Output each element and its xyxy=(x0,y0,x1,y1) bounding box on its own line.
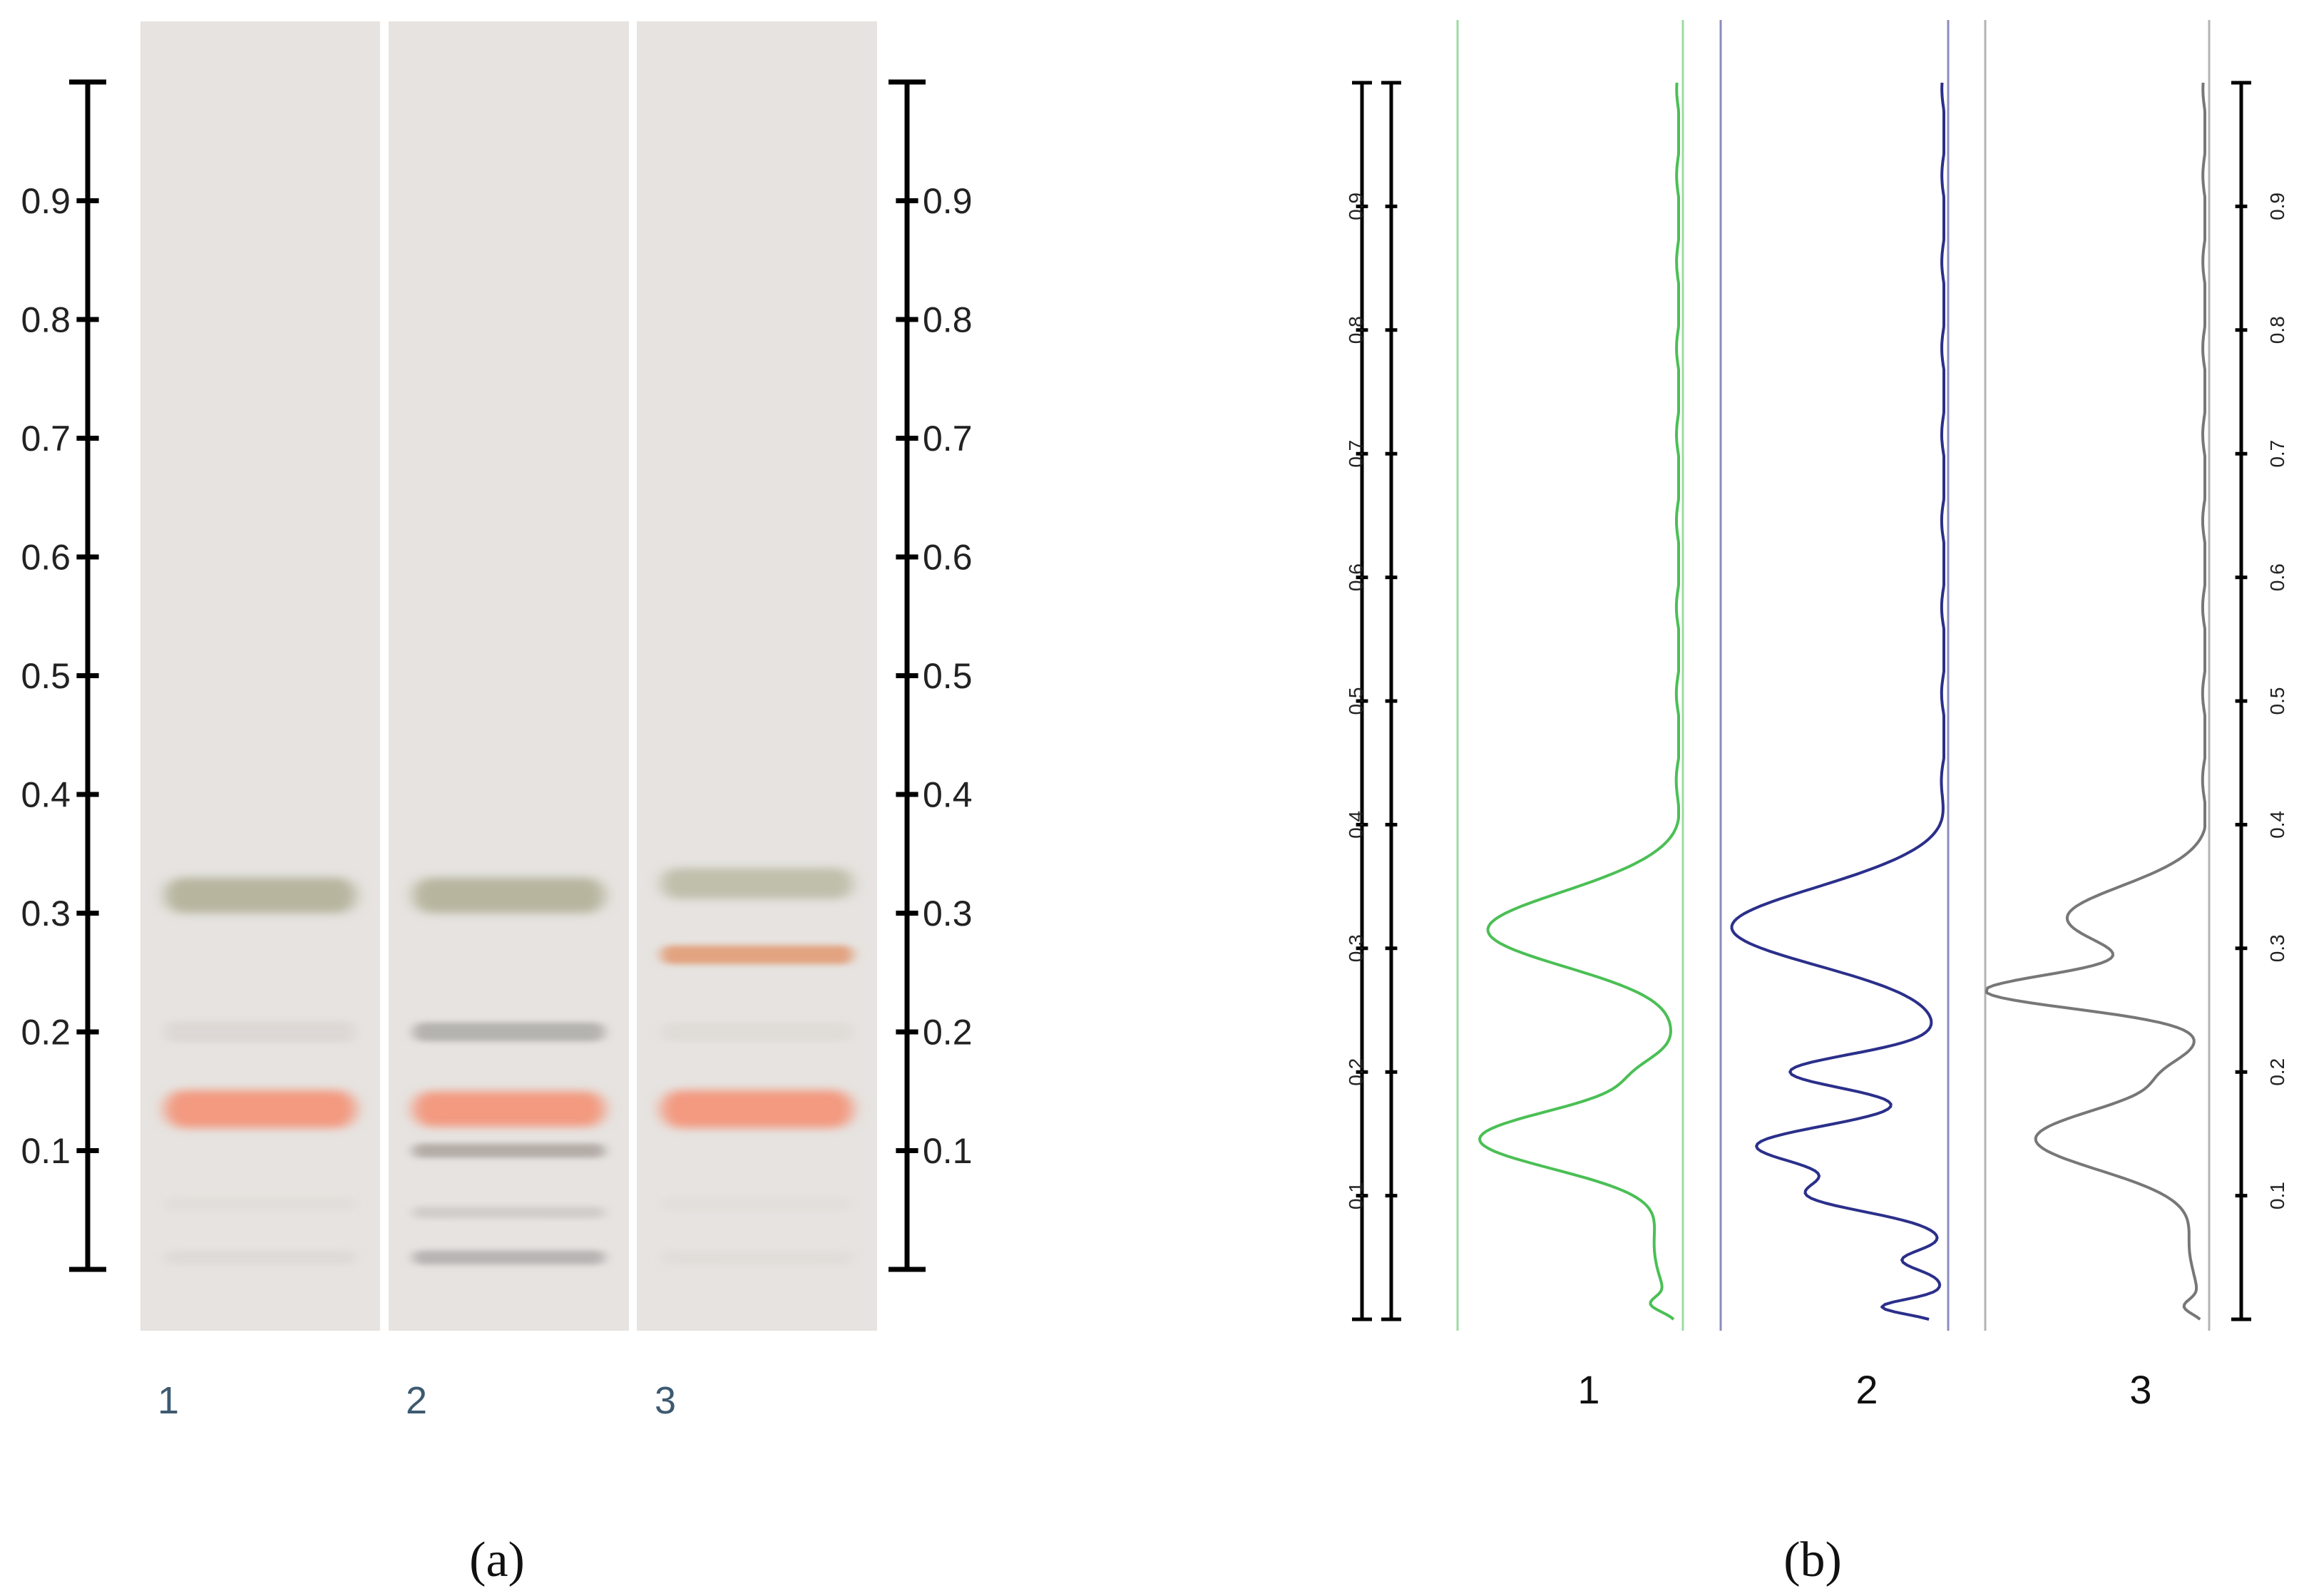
plate-lane xyxy=(140,21,380,1331)
scale-tick-label: 0.5 xyxy=(2266,687,2288,715)
scale-tick-label: 0.5 xyxy=(1345,687,1367,715)
scale-tick-label: 0.2 xyxy=(2266,1058,2288,1086)
plate-band xyxy=(412,1091,605,1127)
plate-band xyxy=(164,1197,357,1212)
plate-band xyxy=(412,877,605,914)
scale-tick-label: 0.7 xyxy=(21,419,71,459)
scale-tick-label: 0.8 xyxy=(2266,316,2288,344)
scale-tick-label: 0.2 xyxy=(923,1013,973,1053)
scale-tick-label: 0.4 xyxy=(21,775,71,815)
scale-tick-label: 0.8 xyxy=(923,300,973,340)
track-label: 3 xyxy=(2129,1367,2151,1412)
rf-scale-right: 0.1 0.2 0.3 0.4 0.5 0.6 0.7 0.8 0.9 xyxy=(889,79,973,1272)
rf-scale-left-densitogram: 0.1 0.2 0.3 0.4 0.5 0.6 0.7 0.8 0.9 xyxy=(1345,81,1401,1321)
scale-tick-label: 0.3 xyxy=(21,894,71,933)
panel-a: 0.1 0.2 0.3 0.4 0.5 0.6 0.7 0.8 0.9 0.1 0.2 0.3 0.4… xyxy=(21,21,973,1587)
plate-band xyxy=(164,877,357,914)
scale-tick-label: 0.1 xyxy=(1345,1182,1367,1209)
plate-band xyxy=(412,1022,605,1042)
plate-band xyxy=(164,1250,357,1265)
scale-tick-label: 0.6 xyxy=(923,538,973,578)
plate-lane-labels: 1 2 3 xyxy=(158,1379,676,1422)
plate-band xyxy=(660,1250,854,1265)
scale-tick-label: 0.9 xyxy=(923,181,973,221)
scale-tick-label: 0.4 xyxy=(923,775,973,815)
densitogram-tracks xyxy=(1456,20,2211,1331)
scale-tick-label: 0.1 xyxy=(2266,1182,2288,1209)
densitogram-track-labels: 1 2 3 xyxy=(1577,1367,2151,1412)
scale-tick-label: 0.6 xyxy=(2266,563,2288,591)
scale-tick-label: 0.7 xyxy=(2266,440,2288,468)
densitogram-curve xyxy=(1985,82,2206,1321)
scale-tick-label: 0.1 xyxy=(923,1131,973,1171)
scale-tick-label: 0.5 xyxy=(21,656,71,696)
scale-tick-label: 0.4 xyxy=(1345,811,1367,839)
panel-label-b: (b) xyxy=(1783,1533,1842,1587)
lane-label: 3 xyxy=(655,1379,676,1422)
densitogram-curve xyxy=(1730,82,1945,1321)
lane-label: 1 xyxy=(158,1379,179,1422)
rf-scale-left: 0.1 0.2 0.3 0.4 0.5 0.6 0.7 0.8 0.9 xyxy=(21,79,106,1272)
plate-band xyxy=(164,1021,357,1043)
rf-scale-right-densitogram: 0.1 0.2 0.3 0.4 0.5 0.6 0.7 0.8 0.9 xyxy=(2231,81,2288,1321)
tlc-plate xyxy=(140,21,877,1331)
scale-tick-label: 0.3 xyxy=(1345,934,1367,962)
lane-label: 2 xyxy=(406,1379,427,1422)
scale-tick-label: 0.2 xyxy=(1345,1058,1367,1086)
scale-tick-label: 0.3 xyxy=(2266,934,2288,962)
scale-tick-label: 0.7 xyxy=(1345,440,1367,468)
panel-label-a: (a) xyxy=(469,1533,525,1587)
plate-lane xyxy=(637,21,877,1331)
plate-lane xyxy=(389,21,629,1331)
scale-tick-label: 0.9 xyxy=(2266,193,2288,220)
scale-tick-label: 0.2 xyxy=(21,1013,71,1053)
scale-tick-label: 0.6 xyxy=(21,538,71,578)
plate-band xyxy=(412,1143,605,1158)
scale-tick-label: 0.7 xyxy=(923,419,973,459)
plate-band xyxy=(660,1090,854,1128)
plate-band xyxy=(412,1250,605,1265)
scale-tick-label: 0.9 xyxy=(21,181,71,221)
scale-tick-label: 0.6 xyxy=(1345,563,1367,591)
plate-band xyxy=(660,868,854,899)
scale-tick-label: 0.4 xyxy=(2266,811,2288,839)
plate-band xyxy=(164,1090,357,1128)
panel-b: 0.1 0.2 0.3 0.4 0.5 0.6 0.7 0.8 0.9 0.1 0.2 0.3 0.4… xyxy=(1345,20,2288,1587)
scale-tick-label: 0.5 xyxy=(923,656,973,696)
plate-band xyxy=(660,1197,854,1212)
plate-band xyxy=(660,1022,854,1042)
scale-tick-label: 0.3 xyxy=(923,894,973,933)
track-label: 2 xyxy=(1855,1367,1878,1412)
scale-tick-label: 0.8 xyxy=(21,300,71,340)
track-label: 1 xyxy=(1577,1367,1599,1412)
scale-tick-label: 0.9 xyxy=(1345,193,1367,220)
plate-band xyxy=(660,945,854,965)
scale-tick-label: 0.8 xyxy=(1345,316,1367,344)
plate-band xyxy=(412,1206,605,1219)
densitogram-curve xyxy=(1478,82,1680,1321)
scale-tick-label: 0.1 xyxy=(21,1131,71,1171)
